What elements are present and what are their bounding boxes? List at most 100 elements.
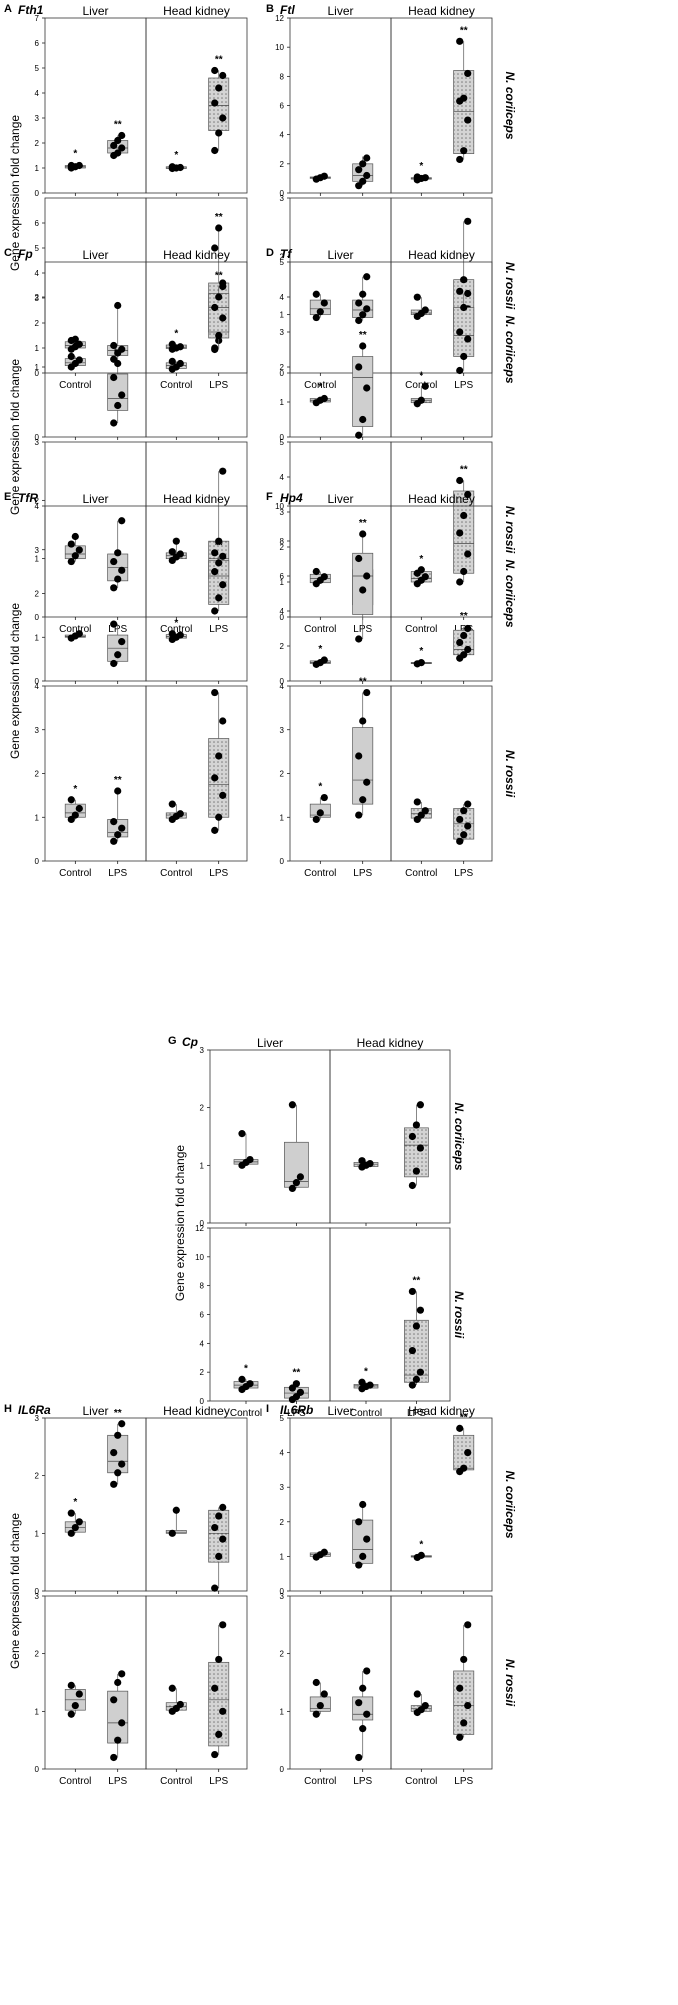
panel-letter: H (4, 1403, 12, 1415)
data-point (168, 340, 176, 348)
data-point (75, 546, 83, 554)
data-point (363, 305, 371, 313)
y-axis-label: Gene expression fold change (8, 115, 22, 271)
data-point (215, 1512, 223, 1520)
panel-letter: E (4, 491, 11, 503)
data-point (460, 1655, 468, 1664)
y-tick-label: 5 (35, 64, 40, 73)
data-point (408, 1381, 416, 1389)
data-point (168, 163, 176, 171)
box (404, 1319, 429, 1383)
data-point (456, 366, 464, 375)
gene-name: IL6Ra (18, 1403, 51, 1417)
subplot-frame (289, 505, 392, 682)
y-tick-label: 4 (35, 89, 40, 98)
data-point (219, 1535, 227, 1543)
tissue-header: Liver (82, 4, 108, 18)
data-point (67, 1529, 75, 1537)
x-category-label: LPS (108, 868, 127, 879)
data-point (464, 550, 472, 558)
data-point (320, 299, 328, 307)
data-point (219, 1503, 227, 1511)
y-tick-label: 5 (35, 244, 40, 253)
species-label: N. rossii (452, 1291, 466, 1339)
data-point (219, 717, 227, 725)
significance-mark: * (174, 618, 178, 629)
tissue-header: Liver (327, 248, 353, 262)
data-point (110, 837, 118, 845)
y-tick-label: 4 (280, 607, 285, 616)
significance-mark: ** (114, 348, 122, 359)
data-point (118, 1719, 126, 1727)
data-point (416, 1368, 424, 1376)
data-point (460, 651, 468, 659)
data-point (363, 273, 371, 281)
y-tick-label: 0 (280, 433, 285, 442)
x-category-label: LPS (209, 380, 228, 391)
data-point (355, 316, 363, 325)
box (352, 1696, 374, 1721)
data-point (118, 1670, 126, 1678)
significance-mark: ** (460, 25, 468, 36)
data-point (464, 490, 472, 499)
data-point (211, 146, 219, 155)
data-point (110, 659, 118, 668)
x-category-label: Control (350, 1408, 382, 1419)
data-point (114, 549, 122, 557)
data-point (246, 1380, 254, 1388)
y-tick-label: 1 (35, 164, 40, 173)
data-point (421, 306, 429, 314)
data-point (176, 163, 184, 172)
x-category-label: LPS (454, 380, 473, 391)
data-point (215, 537, 223, 545)
data-point (215, 752, 223, 760)
data-point (312, 1678, 320, 1687)
y-tick-label: 5 (280, 258, 285, 267)
panel-letter: I (266, 1403, 269, 1415)
subplot-frame (44, 1595, 147, 1770)
data-point (421, 1701, 429, 1710)
data-point (320, 656, 328, 664)
data-point (219, 467, 227, 475)
data-point (292, 1179, 300, 1187)
data-point (67, 796, 75, 804)
significance-mark: * (419, 646, 423, 657)
y-tick-label: 1 (280, 1707, 285, 1716)
data-point (211, 688, 219, 697)
data-point (211, 1584, 219, 1592)
data-point (176, 550, 184, 558)
subplot-frame (145, 17, 248, 194)
significance-mark: * (73, 148, 77, 159)
data-point (211, 826, 219, 834)
tissue-header: Liver (82, 1404, 108, 1418)
data-point (416, 1306, 424, 1314)
subplot-frame (289, 197, 392, 374)
data-point (110, 141, 118, 150)
data-point (118, 566, 126, 574)
data-point (456, 1424, 464, 1432)
significance-mark: ** (359, 518, 367, 529)
x-category-label: Control (304, 624, 336, 635)
data-point (456, 328, 464, 336)
y-tick-label: 10 (275, 43, 284, 52)
subplot-frame (390, 441, 493, 618)
data-point (355, 1699, 363, 1707)
x-category-label: LPS (454, 1776, 473, 1787)
significance-mark: ** (215, 271, 223, 282)
data-point (118, 391, 126, 399)
y-tick-label: 12 (275, 14, 284, 23)
x-category-label: Control (304, 380, 336, 391)
x-category-label: LPS (454, 868, 473, 879)
data-point (359, 530, 367, 538)
subplot-frame (145, 1417, 248, 1592)
y-tick-label: 1 (35, 633, 40, 642)
data-point (359, 1684, 367, 1692)
data-point (211, 607, 219, 615)
subplot-frame (390, 1417, 493, 1592)
y-tick-label: 3 (280, 726, 285, 735)
data-point (211, 99, 219, 107)
data-point (219, 581, 227, 589)
y-tick-label: 3 (35, 726, 40, 735)
